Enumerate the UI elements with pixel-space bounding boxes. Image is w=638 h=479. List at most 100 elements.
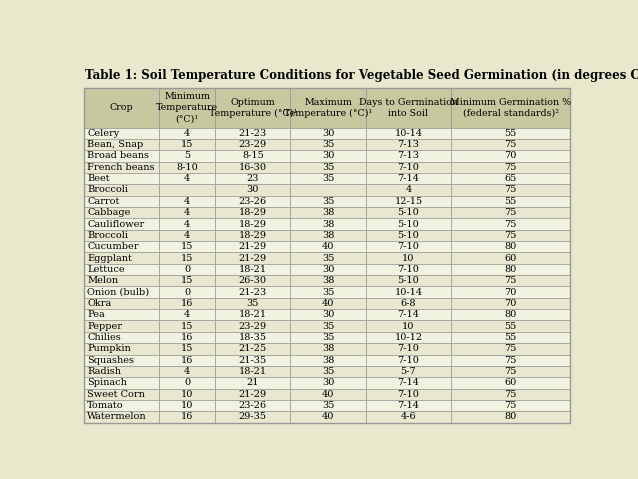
Text: Melon: Melon	[87, 276, 118, 285]
Bar	[215, 366, 290, 377]
Text: 18-29: 18-29	[239, 208, 267, 217]
Text: 5-10: 5-10	[397, 276, 419, 285]
Bar	[366, 332, 451, 343]
Bar	[366, 298, 451, 309]
Bar	[290, 366, 366, 377]
Text: Broccoli: Broccoli	[87, 185, 128, 194]
Bar	[366, 264, 451, 275]
Bar	[84, 400, 159, 411]
Bar	[159, 320, 215, 332]
Text: 7-14: 7-14	[397, 174, 419, 183]
Text: Okra: Okra	[87, 299, 112, 308]
Bar	[84, 207, 159, 218]
Text: 18-29: 18-29	[239, 231, 267, 240]
Text: 75: 75	[505, 390, 517, 399]
Text: 15: 15	[181, 344, 193, 354]
Bar	[366, 241, 451, 252]
Text: 10-14: 10-14	[394, 129, 422, 138]
Text: 5-7: 5-7	[401, 367, 416, 376]
Bar	[215, 309, 290, 320]
Bar	[451, 88, 570, 127]
Text: Table 1: Soil Temperature Conditions for Vegetable Seed Germination (in degrees : Table 1: Soil Temperature Conditions for…	[85, 69, 638, 82]
Bar	[159, 230, 215, 241]
Text: 5-10: 5-10	[397, 219, 419, 228]
Bar	[290, 241, 366, 252]
Bar	[366, 252, 451, 264]
Bar	[451, 195, 570, 207]
Bar	[159, 127, 215, 139]
Text: 55: 55	[505, 322, 517, 331]
Text: 8-10: 8-10	[176, 163, 198, 172]
Bar	[84, 252, 159, 264]
Text: 55: 55	[505, 129, 517, 138]
Bar	[451, 252, 570, 264]
Text: 7-14: 7-14	[397, 401, 419, 410]
Text: 5-10: 5-10	[397, 208, 419, 217]
Bar	[451, 411, 570, 422]
Text: 75: 75	[505, 276, 517, 285]
Bar	[366, 286, 451, 298]
Text: Crop: Crop	[110, 103, 133, 112]
Bar	[451, 207, 570, 218]
Text: Pea: Pea	[87, 310, 105, 319]
Bar	[290, 298, 366, 309]
Bar	[84, 161, 159, 173]
Bar	[215, 286, 290, 298]
Text: 4: 4	[184, 174, 190, 183]
Bar	[84, 264, 159, 275]
Bar	[84, 411, 159, 422]
Bar	[366, 230, 451, 241]
Text: 30: 30	[322, 265, 334, 274]
Text: Carrot: Carrot	[87, 197, 119, 206]
Bar	[290, 161, 366, 173]
Bar	[159, 161, 215, 173]
Bar	[290, 139, 366, 150]
Text: 80: 80	[505, 310, 517, 319]
Bar	[290, 400, 366, 411]
Text: 75: 75	[505, 219, 517, 228]
Text: 40: 40	[322, 299, 334, 308]
Text: Celery: Celery	[87, 129, 119, 138]
Bar	[159, 252, 215, 264]
Text: 23-26: 23-26	[239, 197, 267, 206]
Bar	[84, 230, 159, 241]
Bar	[451, 286, 570, 298]
Text: 38: 38	[322, 208, 334, 217]
Bar	[84, 377, 159, 388]
Bar	[215, 207, 290, 218]
Bar	[451, 150, 570, 161]
Text: 18-21: 18-21	[239, 265, 267, 274]
Text: 75: 75	[505, 231, 517, 240]
Bar	[84, 320, 159, 332]
Bar	[366, 127, 451, 139]
Bar	[290, 388, 366, 400]
Bar	[159, 195, 215, 207]
Bar	[366, 195, 451, 207]
Bar	[290, 150, 366, 161]
Text: Pumpkin: Pumpkin	[87, 344, 131, 354]
Bar	[451, 241, 570, 252]
Bar	[159, 207, 215, 218]
Text: Radish: Radish	[87, 367, 121, 376]
Bar	[84, 241, 159, 252]
Text: 60: 60	[505, 378, 517, 388]
Text: Minimum Germination %
(federal standards)²: Minimum Germination % (federal standards…	[450, 98, 571, 118]
Text: Pepper: Pepper	[87, 322, 122, 331]
Text: 35: 35	[322, 322, 334, 331]
Bar	[451, 173, 570, 184]
Bar	[84, 354, 159, 366]
Bar	[84, 127, 159, 139]
Bar	[215, 332, 290, 343]
Bar	[366, 309, 451, 320]
Bar	[366, 88, 451, 127]
Text: Bean, Snap: Bean, Snap	[87, 140, 144, 149]
Bar	[366, 173, 451, 184]
Bar	[366, 139, 451, 150]
Bar	[159, 411, 215, 422]
Bar	[451, 264, 570, 275]
Bar	[159, 354, 215, 366]
Text: 75: 75	[505, 208, 517, 217]
Bar	[215, 173, 290, 184]
Bar	[290, 343, 366, 354]
Bar	[84, 218, 159, 230]
